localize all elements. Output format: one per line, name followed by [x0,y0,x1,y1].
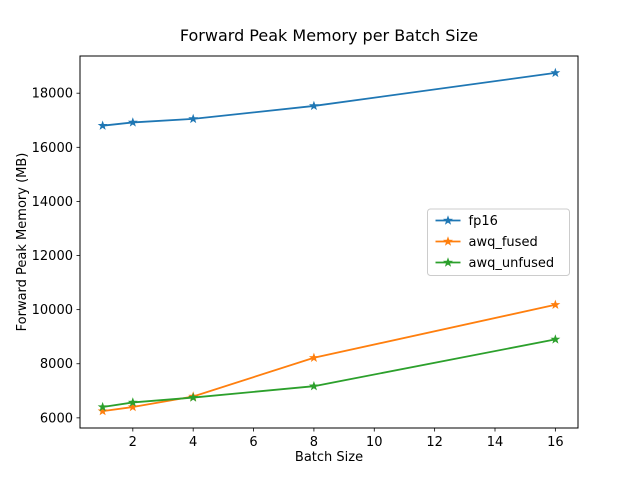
series-marker-awq_fused [550,299,561,309]
x-tick-label: 4 [189,435,197,450]
legend-label-fp16: fp16 [469,214,498,229]
y-tick-label: 16000 [32,141,73,156]
legend-box [427,208,570,276]
legend-marker-sample [443,257,453,267]
legend-label-awq_unfused: awq_unfused [469,256,555,271]
legend-marker-sample [443,236,453,246]
x-tick-label: 10 [366,435,383,450]
chart-title: Forward Peak Memory per Batch Size [179,26,479,45]
x-tick-label: 16 [547,435,564,450]
legend-label-awq_fused: awq_fused [469,235,538,250]
x-tick-label: 8 [310,435,318,450]
x-axis-label: Batch Size [294,450,364,465]
legend-marker-sample [443,215,453,225]
series-marker-awq_unfused [127,397,138,407]
series-marker-fp16 [188,113,199,124]
y-axis-label: Forward Peak Memory (MB) [15,152,30,332]
x-tick-label: 14 [487,435,504,450]
series-marker-awq_unfused [188,392,199,402]
series-marker-awq_unfused [308,381,319,391]
series-marker-awq_unfused [550,334,561,344]
y-tick-label: 6000 [40,411,73,426]
series-marker-awq_unfused [97,401,108,412]
x-tick-label: 2 [129,435,137,450]
series-marker-awq_fused [308,352,319,362]
series-marker-fp16 [308,100,319,111]
y-tick-label: 8000 [40,357,73,372]
y-tick-label: 12000 [32,249,73,264]
series-marker-awq_fused [127,401,138,412]
series-marker-fp16 [550,67,561,78]
series-marker-fp16 [127,117,138,127]
y-tick-label: 10000 [32,303,73,318]
series-marker-fp16 [97,120,108,130]
series-marker-awq_fused [97,405,108,416]
x-tick-label: 12 [426,435,443,450]
y-tick-label: 14000 [32,195,73,210]
y-tick-label: 18000 [32,87,73,102]
x-tick-label: 6 [249,435,257,450]
